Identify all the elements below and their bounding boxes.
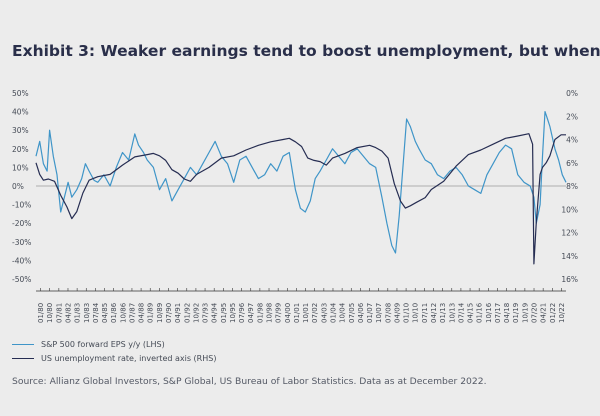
right-tick-label: 2% (566, 112, 578, 121)
x-tick-label: 07/05 (348, 303, 356, 323)
x-tick-label: 04/91 (174, 303, 182, 323)
left-tick-label: 0% (12, 182, 24, 191)
x-tick-label: 04/21 (540, 303, 548, 323)
right-tick-label: 14% (561, 252, 578, 261)
left-tick-label: 40% (12, 108, 29, 117)
x-tick-label: 04/97 (247, 303, 255, 323)
x-tick-label: 01/13 (439, 303, 447, 323)
left-tick-label: 20% (12, 145, 29, 154)
x-tick-label: 04/82 (64, 303, 72, 323)
x-tick-label: 01/83 (74, 303, 82, 323)
left-tick-label: 10% (12, 163, 29, 172)
x-tick-label: 01/80 (37, 303, 45, 323)
x-tick-label: 10/07 (375, 303, 383, 323)
x-tick-label: 01/95 (220, 303, 228, 323)
x-tick-label: 04/09 (393, 303, 401, 323)
right-tick-label: 6% (566, 159, 578, 168)
legend-label-eps: S&P 500 forward EPS y/y (LHS) (41, 339, 165, 349)
right-tick-label: 12% (561, 229, 578, 238)
x-tick-label: 10/22 (558, 303, 566, 323)
x-tick-label: 10/04 (339, 302, 347, 323)
x-tick-label: 10/95 (229, 303, 237, 323)
legend: S&P 500 forward EPS y/y (LHS) US unemplo… (12, 337, 216, 365)
x-tick-label: 01/89 (147, 303, 155, 323)
x-tick-label: 07/96 (238, 302, 246, 323)
x-tick-label: 04/18 (503, 303, 511, 323)
x-tick-label: 04/12 (430, 303, 438, 323)
left-tick-label: 30% (12, 126, 29, 135)
x-tick-label: 10/86 (119, 302, 127, 323)
x-tick-label: 10/13 (448, 303, 456, 323)
left-tick-label: -50% (12, 275, 31, 284)
x-tick-label: 07/17 (494, 303, 502, 323)
x-tick-label: 07/20 (531, 303, 539, 323)
x-tick-label: 04/15 (467, 303, 475, 323)
right-axis-ticks: 0% 2% 4% 6% 8% 10% 12% 14% 16% (561, 89, 578, 284)
left-tick-label: -20% (12, 219, 31, 228)
x-tick-label: 10/92 (192, 303, 200, 323)
x-tick-label: 01/04 (329, 302, 337, 323)
x-tick-label: 01/92 (183, 303, 191, 323)
x-tick-label: 01/07 (366, 303, 374, 323)
left-tick-label: 50% (12, 89, 29, 98)
x-tick-label: 10/01 (302, 303, 310, 323)
x-tick-label: 04/03 (320, 303, 328, 323)
x-tick-label: 04/94 (211, 302, 219, 323)
right-tick-label: 16% (561, 275, 578, 284)
series-line-unemployment (35, 133, 566, 265)
right-tick-label: 4% (566, 136, 578, 145)
x-tick-label: 10/19 (521, 303, 529, 323)
right-tick-label: 8% (566, 182, 578, 191)
right-tick-label: 10% (561, 205, 578, 214)
left-tick-label: -10% (12, 201, 31, 210)
x-tick-label: 01/22 (549, 303, 557, 323)
x-tick-label: 04/00 (284, 303, 292, 323)
left-axis-ticks: 50% 40% 30% 20% 10% 0% -10% -20% -30% -40% -50% (12, 89, 31, 284)
x-tick-label: 01/98 (256, 303, 264, 323)
left-tick-label: -30% (12, 238, 31, 247)
x-tick-label: 04/88 (138, 303, 146, 323)
legend-swatch-eps (12, 343, 34, 345)
x-tick-label: 01/16 (476, 302, 484, 323)
left-tick-label: -40% (12, 256, 31, 265)
x-tick-label: 10/10 (412, 303, 420, 323)
source-note: Source: Allianz Global Investors, S&P Gl… (12, 376, 487, 387)
x-tick-label: 07/99 (275, 303, 283, 323)
x-tick-label: 04/85 (101, 303, 109, 323)
x-tick-label: 07/02 (311, 303, 319, 323)
x-tick-label: 07/81 (55, 303, 63, 323)
x-tick-label: 07/14 (457, 302, 465, 323)
legend-swatch-unemployment (12, 357, 34, 359)
x-tick-label: 10/98 (266, 303, 274, 323)
x-tick-label: 07/93 (202, 303, 210, 323)
x-tick-label: 10/83 (83, 303, 91, 323)
x-tick-label: 07/08 (384, 303, 392, 323)
x-tick-label: 10/80 (46, 303, 54, 323)
x-tick-label: 07/90 (165, 303, 173, 323)
x-tick-label: 10/89 (156, 303, 164, 323)
x-tick-label: 01/86 (110, 302, 118, 323)
x-axis: 01/80 10/80 07/81 04/82 01/83 10/83 07/84 04/85… (36, 288, 566, 323)
x-tick-label: 10/16 (485, 302, 493, 323)
chart-title: Exhibit 3: Weaker earnings tend to boost… (12, 42, 600, 60)
x-tick-label: 01/10 (403, 303, 411, 323)
series-layer (35, 110, 567, 265)
right-tick-label: 0% (566, 89, 578, 98)
x-tick-label: 01/01 (293, 303, 301, 323)
series-line-eps (35, 110, 567, 254)
legend-item-unemployment: US unemployment rate, inverted axis (RHS… (12, 351, 216, 365)
x-tick-label: 07/87 (128, 303, 136, 323)
x-tick-label: 01/19 (512, 303, 520, 323)
legend-item-eps: S&P 500 forward EPS y/y (LHS) (12, 337, 216, 351)
x-tick-label: 07/84 (92, 302, 100, 323)
x-tick-label: 07/11 (421, 303, 429, 323)
legend-label-unemployment: US unemployment rate, inverted axis (RHS… (41, 353, 217, 363)
x-tick-label: 04/06 (357, 302, 365, 323)
